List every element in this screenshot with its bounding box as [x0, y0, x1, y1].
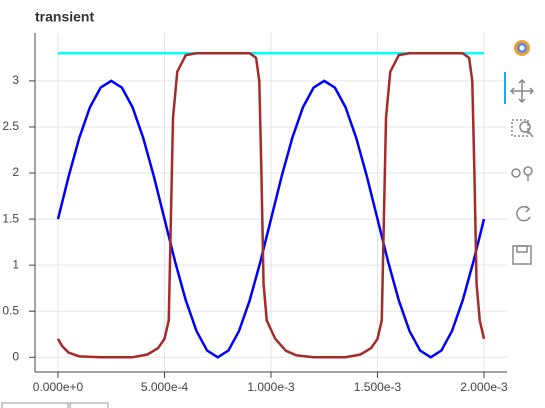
x-tick-label: 2.000e-3	[460, 380, 508, 394]
y-tick-label: 0	[12, 349, 19, 363]
line-series	[56, 79, 486, 359]
x-tick-label: 1.500e-3	[354, 380, 402, 394]
wheel-zoom-tool[interactable]	[511, 166, 533, 181]
box-zoom-tool[interactable]	[511, 119, 534, 138]
y-tick-label: 1	[12, 257, 19, 271]
line-series	[56, 52, 486, 359]
widget-box	[1, 402, 69, 408]
pan-tool[interactable]	[509, 78, 535, 104]
y-tick-label: 2	[12, 165, 19, 179]
bokeh-logo[interactable]	[514, 40, 530, 56]
reset-tool[interactable]	[516, 205, 531, 222]
chart-title: transient	[35, 9, 94, 25]
y-tick-label: 0.5	[2, 303, 19, 317]
x-tick-label: 5.000e-4	[141, 380, 189, 394]
toolbar	[504, 40, 535, 265]
y-tick-label: 2.5	[2, 119, 19, 133]
y-tick-label: 3	[12, 73, 19, 87]
widget-box	[69, 402, 109, 408]
x-tick-label: 0.000e+0	[33, 380, 84, 394]
save-tool[interactable]	[512, 245, 532, 265]
plot-area: 0 0.5 1 1.5 2 2.5 3 0.000e+0 5.000e-4 1.000e-3 1.5…	[2, 33, 508, 394]
x-tick-label: 1.000e-3	[247, 380, 295, 394]
y-tick-label: 1.5	[2, 211, 19, 225]
